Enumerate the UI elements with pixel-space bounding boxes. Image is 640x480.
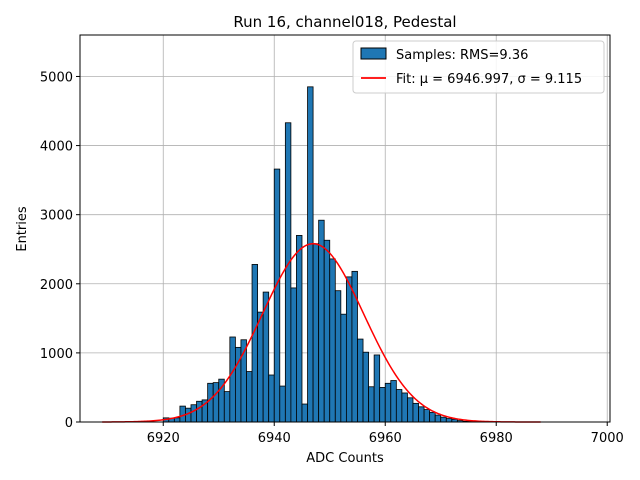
histogram-bar: [440, 416, 447, 423]
y-axis-ticks: 0 1000 2000 3000 4000 5000: [40, 70, 80, 431]
histogram-bar: [368, 386, 375, 423]
histogram-bar: [179, 405, 186, 423]
legend-label-fit: Fit: μ = 6946.997, σ = 9.115: [396, 72, 582, 87]
histogram-bar: [296, 235, 303, 423]
fit-curve: [102, 242, 541, 423]
histogram-bar: [290, 287, 297, 423]
histogram-bar: [190, 404, 197, 423]
histogram-bar: [273, 168, 281, 423]
histogram-bar: [301, 403, 308, 423]
x-tick-label: 6980: [480, 431, 513, 446]
histogram-bar: [345, 276, 353, 423]
histogram-bar: [362, 351, 369, 423]
x-tick-label: 6920: [147, 431, 180, 446]
histogram-bar: [251, 264, 258, 423]
histogram-bar: [318, 219, 325, 423]
y-tick-label: 2000: [40, 278, 73, 293]
legend-label-samples: Samples: RMS=9.36: [396, 48, 528, 63]
histogram-bar: [257, 311, 264, 423]
histogram-bar: [173, 417, 181, 423]
histogram-bar: [395, 389, 403, 423]
plot-frame: [79, 34, 611, 423]
histogram-bar: [384, 382, 392, 423]
x-tick-label: 6940: [258, 431, 291, 446]
histogram-bar: [423, 409, 431, 423]
x-tick-label: 6960: [369, 431, 402, 446]
histogram-bar: [223, 391, 231, 423]
x-axis-ticks: 6920 6940 6960 6980 7000: [147, 422, 624, 446]
histogram-bar: [401, 392, 408, 423]
histogram-bar: [196, 400, 203, 423]
histogram-bar: [312, 243, 320, 423]
histogram-bar: [329, 258, 336, 423]
histogram-bar: [229, 336, 236, 423]
y-tick-label: 1000: [40, 347, 73, 362]
histogram-bar: [445, 418, 453, 423]
y-tick-label: 5000: [40, 70, 73, 85]
histogram-bar: [412, 402, 419, 423]
histogram-bar: [373, 354, 381, 423]
histogram-bar: [268, 374, 275, 423]
histogram-bar: [212, 382, 220, 423]
histogram-bar: [429, 411, 436, 423]
histogram-bar: [407, 397, 414, 423]
histogram-bar: [340, 313, 347, 423]
histogram-bar: [284, 122, 292, 423]
histogram-bars: [162, 86, 492, 423]
histogram-bar: [323, 239, 331, 423]
x-tick-label: 7000: [591, 431, 624, 446]
legend-box: [352, 40, 605, 94]
histogram-bar: [334, 290, 342, 423]
y-tick-label: 4000: [40, 140, 73, 155]
histogram-bar: [279, 385, 286, 423]
y-tick-label: 0: [65, 416, 73, 431]
histogram-bar: [207, 382, 214, 423]
histogram-bar: [390, 380, 397, 423]
y-axis-label: Entries: [15, 206, 30, 252]
y-tick-label: 3000: [40, 209, 73, 224]
histogram-bar: [418, 406, 425, 423]
histogram-bar: [307, 86, 314, 423]
legend-swatch-samples: [360, 47, 387, 60]
histogram-bar: [246, 371, 253, 423]
chart-title: Run 16, channel018, Pedestal: [233, 13, 456, 31]
histogram-bar: [434, 414, 442, 423]
histogram-bar: [379, 387, 386, 423]
histogram-bar: [357, 338, 364, 423]
x-axis-label: ADC Counts: [306, 451, 384, 466]
legend: Samples: RMS=9.36 Fit: μ = 6946.997, σ =…: [352, 40, 605, 94]
